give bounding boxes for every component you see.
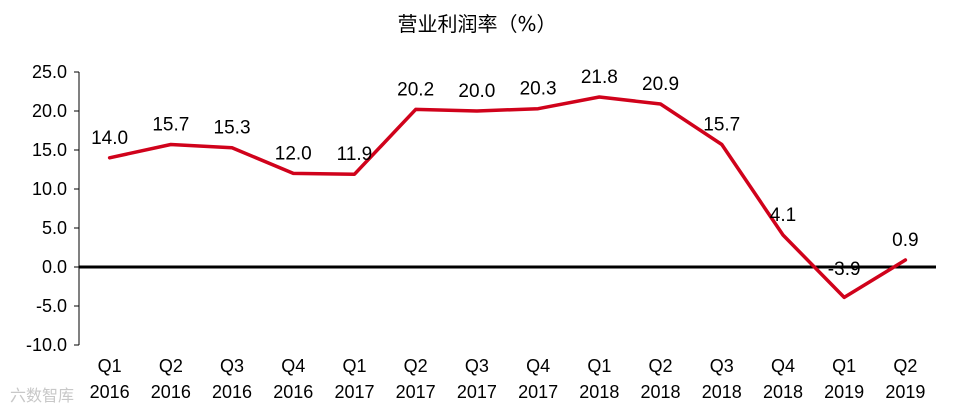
x-tick-label-quarter: Q2 bbox=[893, 356, 917, 376]
data-label: 4.1 bbox=[770, 205, 796, 226]
data-label: 0.9 bbox=[892, 230, 918, 251]
y-tick-label: -10.0 bbox=[26, 335, 67, 355]
data-label: -3.9 bbox=[828, 259, 861, 280]
data-label: 15.3 bbox=[214, 118, 251, 139]
y-tick-label: 5.0 bbox=[42, 218, 67, 238]
x-tick-label-quarter: Q3 bbox=[710, 356, 734, 376]
x-tick-label-year: 2017 bbox=[457, 382, 497, 402]
x-tick-label-year: 2018 bbox=[702, 382, 742, 402]
y-tick-label: 15.0 bbox=[32, 140, 67, 160]
x-tick-label-quarter: Q1 bbox=[98, 356, 122, 376]
data-label: 21.8 bbox=[581, 67, 618, 88]
x-tick-label-year: 2017 bbox=[518, 382, 558, 402]
x-tick-label-year: 2016 bbox=[212, 382, 252, 402]
x-tick-label-year: 2019 bbox=[885, 382, 925, 402]
x-tick-label-year: 2018 bbox=[579, 382, 619, 402]
x-tick-label-year: 2017 bbox=[334, 382, 374, 402]
y-tick-label: -5.0 bbox=[36, 296, 67, 316]
x-tick-label-quarter: Q1 bbox=[832, 356, 856, 376]
x-tick-label-quarter: Q4 bbox=[281, 356, 305, 376]
x-tick-label-quarter: Q1 bbox=[587, 356, 611, 376]
data-label: 15.7 bbox=[703, 115, 740, 136]
chart-title: 营业利润率（%） bbox=[397, 12, 557, 36]
x-tick-label-quarter: Q3 bbox=[465, 356, 489, 376]
x-tick-label-year: 2018 bbox=[641, 382, 681, 402]
data-label: 20.9 bbox=[642, 74, 679, 95]
x-tick-label-quarter: Q4 bbox=[526, 356, 550, 376]
data-labels: 14.0 15.7 15.3 12.0 11.9 20.2 20.0 20.3 21.8 20.9… bbox=[91, 67, 918, 280]
x-tick-label-quarter: Q2 bbox=[404, 356, 428, 376]
data-label: 20.3 bbox=[520, 79, 557, 100]
series-layer bbox=[107, 95, 908, 300]
x-tick-label-year: 2017 bbox=[396, 382, 436, 402]
series-line bbox=[107, 95, 908, 300]
x-tick-label-year: 2018 bbox=[763, 382, 803, 402]
data-label: 11.9 bbox=[337, 144, 373, 165]
x-tick-label-quarter: Q1 bbox=[342, 356, 366, 376]
axes: 25.0 20.0 15.0 10.0 5.0 0.0 -5.0 -10.0 Q1 2016 Q2 2… bbox=[26, 62, 936, 402]
x-tick-label-year: 2019 bbox=[824, 382, 864, 402]
x-tick-label-quarter: Q3 bbox=[220, 356, 244, 376]
watermark-logo: 六数智库 bbox=[10, 386, 75, 405]
x-tick-label-quarter: Q4 bbox=[771, 356, 795, 376]
x-tick-label-quarter: Q2 bbox=[649, 356, 673, 376]
y-tick-label: 25.0 bbox=[32, 62, 67, 82]
data-label: 20.0 bbox=[458, 81, 495, 102]
y-tick-label: 10.0 bbox=[32, 179, 67, 199]
x-tick-label-quarter: Q2 bbox=[159, 356, 183, 376]
x-tick-label-year: 2016 bbox=[273, 382, 313, 402]
x-tick-label-year: 2016 bbox=[151, 382, 191, 402]
x-tick-label-year: 2016 bbox=[90, 382, 130, 402]
data-label: 20.2 bbox=[397, 79, 434, 100]
data-label: 14.0 bbox=[91, 128, 128, 149]
data-label: 15.7 bbox=[152, 115, 189, 136]
y-tick-label: 20.0 bbox=[32, 101, 67, 121]
data-label: 12.0 bbox=[275, 143, 312, 164]
y-tick-label: 0.0 bbox=[42, 257, 67, 277]
